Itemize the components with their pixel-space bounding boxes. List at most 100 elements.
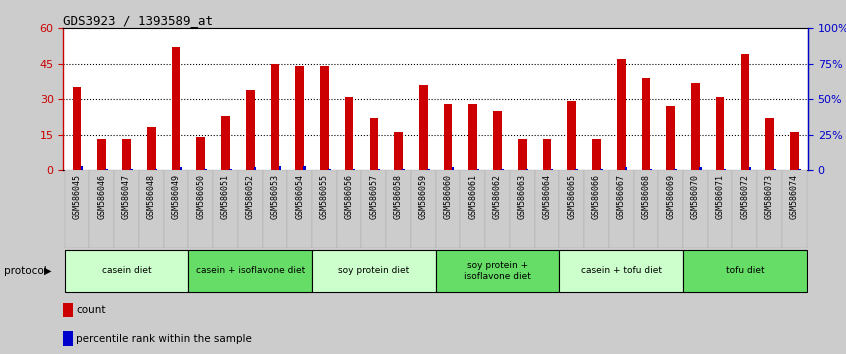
Text: GSM586066: GSM586066 — [592, 174, 601, 219]
Text: GSM586053: GSM586053 — [271, 174, 279, 219]
Text: casein + tofu diet: casein + tofu diet — [580, 266, 662, 275]
Bar — [559, 250, 683, 291]
Bar — [469, 104, 477, 170]
Bar — [452, 167, 454, 170]
Bar — [683, 250, 807, 291]
Text: GSM586067: GSM586067 — [617, 174, 626, 219]
Text: GSM586050: GSM586050 — [196, 174, 206, 219]
Bar — [114, 170, 139, 248]
Bar — [501, 169, 503, 170]
Text: GSM586069: GSM586069 — [666, 174, 675, 219]
Text: GSM586071: GSM586071 — [716, 174, 725, 219]
Bar — [122, 139, 131, 170]
Bar — [254, 167, 256, 170]
Text: GSM586073: GSM586073 — [765, 174, 774, 219]
Bar — [592, 139, 601, 170]
Bar — [196, 137, 205, 170]
Bar — [304, 166, 306, 170]
Bar — [64, 170, 90, 248]
Bar — [683, 170, 708, 248]
Bar — [262, 170, 288, 248]
Bar — [733, 170, 757, 248]
Bar — [559, 170, 584, 248]
Text: GSM586072: GSM586072 — [740, 174, 750, 219]
Text: tofu diet: tofu diet — [726, 266, 764, 275]
Bar — [312, 250, 436, 291]
Bar — [773, 169, 776, 170]
Bar — [625, 167, 628, 170]
Bar — [699, 167, 701, 170]
Bar — [205, 169, 207, 170]
Bar — [80, 166, 83, 170]
Bar — [650, 169, 652, 170]
Text: soy protein diet: soy protein diet — [338, 266, 409, 275]
Bar — [312, 170, 337, 248]
Bar — [790, 132, 799, 170]
Bar — [708, 170, 733, 248]
Text: soy protein +
isoflavone diet: soy protein + isoflavone diet — [464, 261, 531, 280]
Bar — [353, 169, 355, 170]
Bar — [63, 303, 73, 317]
Text: GSM586057: GSM586057 — [370, 174, 378, 219]
Bar — [460, 170, 485, 248]
Text: GSM586055: GSM586055 — [320, 174, 329, 219]
Text: percentile rank within the sample: percentile rank within the sample — [76, 334, 252, 344]
Bar — [377, 169, 380, 170]
Bar — [361, 170, 387, 248]
Bar — [147, 127, 156, 170]
Bar — [238, 170, 262, 248]
Bar — [63, 331, 73, 346]
Bar — [609, 170, 634, 248]
Text: GSM586054: GSM586054 — [295, 174, 305, 219]
Bar — [757, 170, 782, 248]
Text: GSM586062: GSM586062 — [493, 174, 502, 219]
Bar — [436, 170, 460, 248]
Bar — [328, 169, 331, 170]
Text: GSM586068: GSM586068 — [641, 174, 651, 219]
Bar — [526, 169, 529, 170]
Bar — [337, 170, 361, 248]
Bar — [387, 170, 411, 248]
Text: GSM586047: GSM586047 — [122, 174, 131, 219]
Bar — [320, 66, 329, 170]
Bar — [271, 64, 279, 170]
Bar — [139, 170, 163, 248]
Text: GSM586061: GSM586061 — [469, 174, 477, 219]
Text: count: count — [76, 306, 106, 315]
Text: GSM586051: GSM586051 — [221, 174, 230, 219]
Text: GSM586070: GSM586070 — [691, 174, 700, 219]
Bar — [436, 250, 559, 291]
Bar — [444, 104, 453, 170]
Text: GSM586046: GSM586046 — [97, 174, 107, 219]
Text: GSM586059: GSM586059 — [419, 174, 428, 219]
Text: casein diet: casein diet — [102, 266, 151, 275]
Bar — [246, 90, 255, 170]
Bar — [740, 54, 750, 170]
Bar — [106, 169, 108, 170]
Text: GSM586048: GSM586048 — [146, 174, 156, 219]
Text: ▶: ▶ — [44, 266, 52, 276]
Text: GSM586063: GSM586063 — [518, 174, 527, 219]
Bar — [782, 170, 807, 248]
Bar — [716, 97, 724, 170]
Text: GSM586064: GSM586064 — [542, 174, 552, 219]
Bar — [288, 170, 312, 248]
Bar — [97, 139, 106, 170]
Text: GSM586065: GSM586065 — [567, 174, 576, 219]
Bar — [674, 169, 677, 170]
Bar — [419, 85, 427, 170]
Bar — [724, 169, 727, 170]
Bar — [189, 170, 213, 248]
Bar — [535, 170, 559, 248]
Bar — [179, 167, 182, 170]
Bar — [172, 47, 180, 170]
Bar — [213, 170, 238, 248]
Bar — [510, 170, 535, 248]
Text: GSM586045: GSM586045 — [73, 174, 81, 219]
Text: GSM586052: GSM586052 — [245, 174, 255, 219]
Bar — [189, 250, 312, 291]
Bar — [229, 169, 232, 170]
Text: GSM586049: GSM586049 — [172, 174, 180, 219]
Bar — [370, 118, 378, 170]
Bar — [493, 111, 502, 170]
